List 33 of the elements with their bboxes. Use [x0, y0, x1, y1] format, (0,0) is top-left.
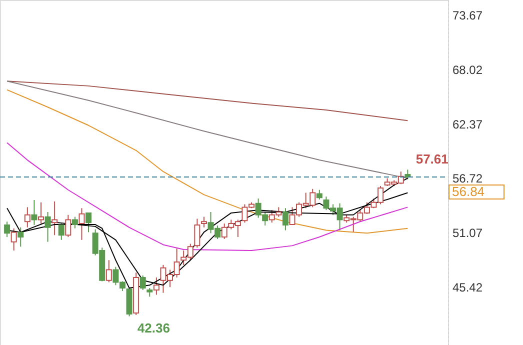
line-series — [6, 89, 408, 234]
candlestick — [52, 200, 58, 236]
candlestick — [86, 212, 92, 233]
candlestick — [140, 275, 146, 290]
line-series — [6, 142, 408, 251]
y-tick-label: 45.42 — [452, 280, 483, 294]
candlestick — [78, 208, 85, 240]
candlestick — [194, 218, 200, 248]
candlestick — [153, 276, 160, 296]
text: 57.61 — [416, 152, 448, 167]
candlestick — [316, 189, 322, 200]
candlestick — [106, 260, 112, 283]
y-tick-label: 68.02 — [452, 62, 483, 77]
y-tick-label: 56.72 — [452, 172, 483, 186]
candlestick — [31, 199, 38, 226]
candlestick — [18, 226, 24, 248]
ref-line-label: 56.84 — [452, 184, 485, 199]
candlestick — [65, 214, 72, 238]
candlestick — [404, 169, 411, 180]
annotation: 42.36 — [137, 320, 170, 336]
y-tick-label: 73.67 — [452, 8, 483, 23]
line-series — [6, 80, 408, 122]
candlestick — [38, 202, 44, 224]
candlestick — [282, 208, 288, 231]
candlestick — [4, 221, 10, 238]
candlestick — [72, 216, 78, 229]
candlestick — [44, 212, 51, 242]
candlestick — [200, 216, 207, 228]
candlestick — [58, 223, 64, 240]
y-tick-label: 51.07 — [452, 226, 483, 240]
candlestick — [10, 228, 17, 251]
y-tick-label: 62.37 — [452, 117, 483, 132]
candlestick — [24, 206, 30, 228]
